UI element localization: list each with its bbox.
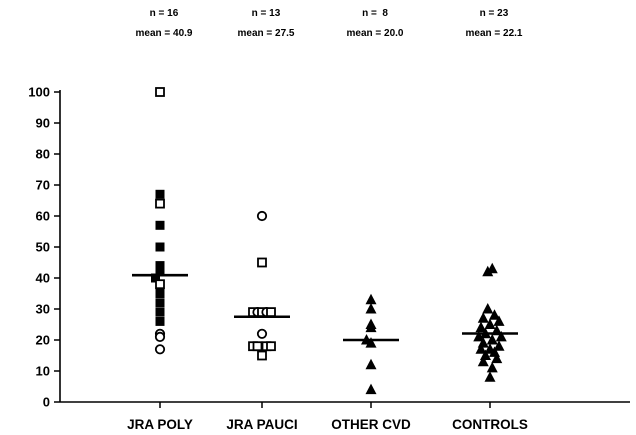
data-point-filled-triangle [482,265,494,277]
data-point-filled-triangle [365,383,377,395]
data-point-filled-triangle [477,355,489,367]
data-point-filled-triangle [365,303,377,314]
data-point-filled-triangle [489,309,500,320]
data-point-filled-triangle [475,321,487,333]
data-point-open-square [257,257,267,268]
group-mean-label: mean = 22.1 [466,28,523,39]
data-point-filled-triangle [473,330,485,342]
data-point-filled-square [155,189,165,199]
group-mean-label: mean = 40.9 [136,28,193,39]
data-point-filled-triangle [365,293,377,305]
group-n-label: n = 23 [480,8,509,19]
data-point-open-circle [154,344,166,355]
data-point-filled-square [155,298,165,308]
x-category-label: CONTROLS [452,417,528,432]
y-tick-label: 10 [36,364,50,379]
data-point-filled-square [155,289,165,298]
y-tick-label: 0 [43,395,50,410]
data-point-filled-square [151,273,160,283]
data-point-filled-square [155,316,165,326]
mean-lines [132,273,518,342]
y-ticks: 0 10 20 30 40 50 60 70 80 90 100 [28,85,60,410]
data-point-filled-triangle [493,315,505,326]
group-mean-label: mean = 27.5 [238,28,295,39]
y-tick-label: 80 [36,147,50,162]
group-n-label: n = 13 [252,8,281,19]
y-tick-label: 40 [36,271,50,286]
data-point-filled-triangle [482,303,494,314]
data-point-filled-triangle [365,358,377,370]
data-point-open-circle [154,331,166,342]
data-point-filled-triangle [493,340,505,351]
data-point-filled-square [155,220,165,230]
x-category-label: JRA PAUCI [226,417,297,432]
data-point-filled-triangle [365,337,377,348]
data-point-filled-square [155,267,165,277]
data-point-open-circle [256,328,268,339]
data-point-filled-triangle [480,327,491,339]
data-point-filled-triangle [365,321,377,333]
data-point-filled-triangle [491,352,503,364]
x-ticks: JRA POLY JRA PAUCI OTHER CVD CONTROLS [127,402,528,432]
data-point-open-circle [256,210,268,222]
x-category-label: OTHER CVD [331,417,411,432]
data-point-open-square [257,350,267,361]
data-point-open-square [155,279,165,290]
data-point-filled-triangle [475,343,487,354]
data-points [151,87,507,395]
data-point-filled-triangle [495,330,507,342]
data-point-filled-square [155,307,165,317]
axes [59,90,630,403]
data-point-open-square [155,87,165,97]
y-tick-label: 20 [36,333,50,348]
group-n-label: n = 16 [150,8,179,19]
data-point-filled-square [155,261,165,271]
data-point-filled-triangle [491,324,503,336]
data-point-open-square [266,341,276,352]
data-point-filled-triangle [486,361,498,373]
y-tick-label: 60 [36,209,50,224]
group-n-label: n = 8 [362,8,388,19]
data-point-filled-triangle [484,318,496,329]
y-tick-label: 70 [36,178,50,193]
group-mean-label: mean = 20.0 [347,28,404,39]
y-tick-label: 90 [36,116,50,131]
data-point-filled-square [155,242,165,252]
data-point-filled-triangle [484,371,496,382]
data-point-open-square [155,198,165,209]
data-point-open-square [266,307,276,318]
y-tick-label: 50 [36,240,50,255]
x-category-label: JRA POLY [127,417,193,432]
group-stats: n = 16 mean = 40.9 n = 13 mean = 27.5 n = 8 m… [136,8,523,39]
data-point-filled-triangle [486,334,498,345]
y-tick-label: 100 [28,85,50,100]
data-point-filled-triangle [477,312,489,323]
y-tick-label: 30 [36,302,50,317]
data-point-open-square [252,341,263,352]
